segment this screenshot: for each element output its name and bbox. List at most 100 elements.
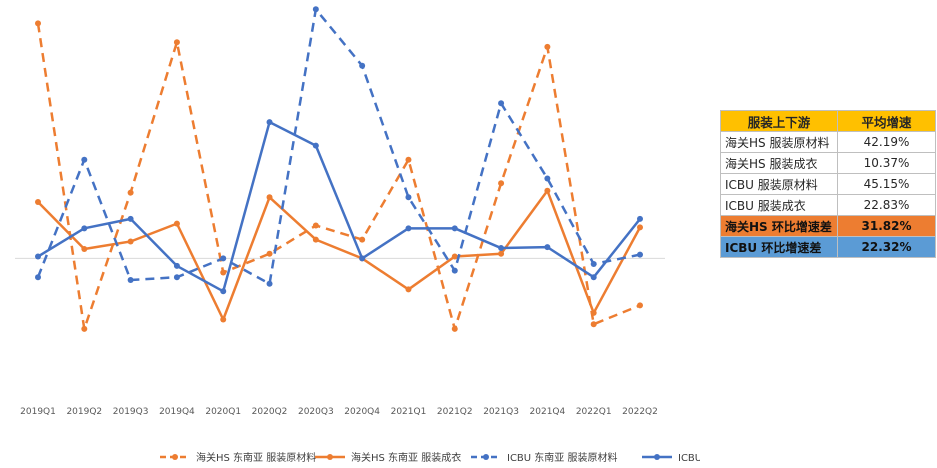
x-tick-label: 2021Q3 [483,407,519,417]
series-point [173,274,180,281]
series-point [405,194,412,201]
summary-header-category: 服装上下游 [720,110,838,132]
line-chart: 2019Q1 2019Q2 2019Q3 2019Q4 2020Q1 2020Q2 2020… [15,6,700,464]
series-3 [35,119,643,295]
x-tick-label: 2019Q2 [66,407,102,417]
x-tick-label: 2020Q2 [252,407,288,417]
summary-row-value: 10.37% [837,152,936,174]
summary-row-value: 45.15% [837,173,936,195]
series-point [637,215,643,222]
summary-row: 海关HS 服装原材料 42.19% [720,131,936,153]
series-line [37,120,641,293]
summary-row-label: ICBU 服装原材料 [720,173,838,195]
series-point [405,225,412,232]
legend-swatch-marker [483,454,489,460]
summary-highlight-label: ICBU 环比增速差 [720,236,838,258]
series-point [498,180,505,187]
series-point [81,325,88,332]
legend-label: 海关HS 东南亚 服装成衣 [351,451,461,464]
series-point [359,62,366,69]
summary-row-label: ICBU 服装成衣 [720,194,838,216]
series-point [81,246,88,252]
x-tick-label: 2021Q1 [391,407,427,417]
series-point [590,261,597,268]
series-point [312,236,319,243]
summary-highlight-row-icbu: ICBU 环比增速差 22.32% [720,236,936,258]
series-point [173,39,180,46]
summary-row-value: 42.19% [837,131,936,153]
series-point [312,6,319,13]
series-point [637,302,643,309]
legend-item: 海关HS 东南亚 服装原材料 [160,451,316,464]
x-tick-label: 2022Q1 [576,407,612,417]
series-point [220,316,227,323]
series-point [544,175,551,182]
legend-item: ICBU 东南亚 服装成衣 [642,451,700,464]
series-line [37,189,642,321]
series-point [590,309,597,316]
summary-table: 服装上下游 平均增速 海关HS 服装原材料 42.19% 海关HS 服装成衣 1… [720,110,936,258]
summary-row-label: 海关HS 服装原材料 [720,131,838,153]
summary-row: ICBU 服装原材料 45.15% [720,173,936,195]
series-point [266,119,273,126]
series-point [173,262,180,269]
series-point [266,194,273,201]
summary-row-value: 22.83% [837,194,936,216]
legend-swatch-marker [327,454,333,460]
series-point [81,225,88,232]
summary-header-row: 服装上下游 平均增速 [720,110,936,132]
series-point [637,251,643,258]
summary-highlight-value: 22.32% [837,236,936,258]
legend-label: ICBU 东南亚 服装原材料 [507,451,617,464]
series-point [127,189,134,196]
series-point [173,220,180,227]
series-point [498,100,505,107]
summary-highlight-row-hs: 海关HS 环比增速差 31.82% [720,215,936,237]
series-point [590,274,597,281]
x-tick-label: 2019Q3 [113,407,149,417]
series-point [451,267,458,274]
series-point [35,20,41,27]
summary-row: 海关HS 服装成衣 10.37% [720,152,936,174]
series-point [405,156,412,163]
legend-swatch-marker [172,454,178,460]
series-point [220,288,227,295]
series-2 [35,6,643,287]
series-point [451,253,458,260]
summary-highlight-value: 31.82% [837,215,936,237]
series-point [637,224,643,231]
series-point [451,225,458,232]
legend-swatch-marker [654,454,660,460]
x-tick-label: 2019Q1 [20,407,56,417]
series-point [35,274,41,281]
series-point [220,255,227,262]
series-point [544,187,551,194]
legend-label: ICBU 东南亚 服装成衣 [678,451,700,464]
series-line [36,8,641,286]
series-point [127,238,134,245]
summary-row: ICBU 服装成衣 22.83% [720,194,936,216]
legend-item: ICBU 东南亚 服装原材料 [471,451,617,464]
x-tick-label: 2022Q2 [622,407,658,417]
series-point [451,325,458,332]
summary-row-label: 海关HS 服装成衣 [720,152,838,174]
series-point [498,250,505,257]
x-tick-label: 2021Q2 [437,407,473,417]
series-point [81,156,88,163]
series-point [266,250,273,257]
x-tick-label: 2020Q1 [205,407,241,417]
series-point [544,244,551,251]
series-point [405,286,412,293]
series-point [359,236,366,243]
x-tick-label: 2021Q4 [530,407,566,417]
series-point [127,215,134,222]
series-point [220,269,227,276]
series-point [359,255,366,262]
legend-label: 海关HS 东南亚 服装原材料 [196,451,316,464]
series-point [35,199,41,205]
series-line [36,23,641,331]
series-point [35,253,41,260]
x-tick-label: 2020Q4 [344,407,380,417]
series-point [312,222,319,229]
summary-highlight-label: 海关HS 环比增速差 [720,215,838,237]
